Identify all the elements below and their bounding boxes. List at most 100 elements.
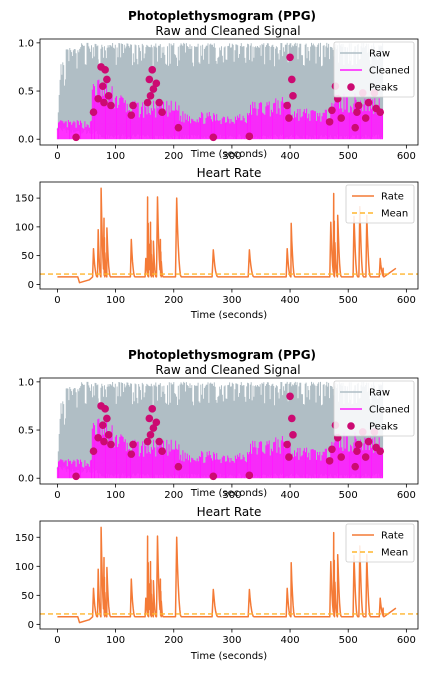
x-tick-label: 0 [54,295,60,306]
y-tick-label: 50 [21,591,34,602]
peak-marker [328,106,336,115]
y-tick-label: 0.0 [18,135,34,146]
signal-panel-2: 0 100 200 300 400 500 600 0.0 0.5 1.0 Raw Cleaned Pe… [18,377,419,501]
legend-rate-label: Rate [381,192,404,203]
peak-marker [72,133,80,142]
peak-marker [174,123,183,132]
peak-marker [149,424,158,432]
peak-marker [286,392,294,401]
x-tick-label: 200 [164,490,183,501]
rate-line [57,526,397,624]
figure-1-suptitle: Photoplethysmogram (PPG) [128,9,316,23]
peak-marker [283,440,291,449]
peak-marker [289,92,297,100]
peak-marker [364,437,373,446]
peak-marker [104,92,113,100]
peak-marker [100,98,108,107]
peak-marker [146,431,155,439]
figure-1-signal-title: Raw and Cleaned Signal [155,24,300,38]
plot-frame [39,377,419,485]
peak-marker [209,133,218,142]
x-tick-label: 600 [397,151,416,162]
peak-marker [148,405,157,413]
peak-marker [353,108,361,117]
y-tick-label: 100 [15,222,34,233]
peak-marker [351,123,359,132]
figure-1-signal-xlabel: Time (seconds) [190,149,267,160]
peak-marker [283,101,291,110]
peak-marker [94,433,102,442]
legend-cleaned-label: Cleaned [369,405,410,416]
peak-marker [361,453,370,461]
y-tick-label: 0.5 [18,87,34,98]
peak-marker [245,471,254,480]
y-tick-label: 150 [15,194,34,205]
y-tick-label: 0.5 [18,426,34,437]
legend-box [333,41,415,98]
x-tick-label: 400 [281,295,300,306]
peak-marker [289,431,297,439]
peak-marker [143,98,152,107]
peak-marker [337,114,346,122]
x-tick-label: 300 [222,295,241,306]
y-tick-label: 0 [28,280,34,291]
peak-marker [354,101,363,110]
x-tick-label: 300 [222,151,241,162]
x-tick-label: 100 [106,490,125,501]
legend-peaks-label: Peaks [369,83,398,94]
peak-marker [103,414,111,423]
plot-frame [39,181,419,290]
signal-panel-1: 0 100 200 300 400 500 600 0.0 0.5 1.0 Raw Cleaned Pe… [18,38,419,162]
x-tick-label: 200 [164,151,183,162]
peak-marker [152,79,161,88]
peak-marker [129,101,137,110]
x-tick-label: 500 [339,295,358,306]
peak-marker [101,66,109,74]
y-tick-label: 1.0 [18,38,34,49]
x-tick-label: 300 [222,635,241,646]
peak-marker [285,114,293,122]
peak-marker [364,98,373,107]
x-tick-label: 500 [339,635,358,646]
legend-cleaned-label: Cleaned [369,66,410,77]
x-tick-label: 500 [339,490,358,501]
peak-marker [325,118,334,126]
legend-raw-label: Raw [369,388,390,399]
peak-marker [288,414,296,423]
peak-marker [100,437,108,446]
x-tick-label: 400 [281,635,300,646]
legend-raw-label: Raw [369,49,390,60]
peak-marker [148,66,157,74]
peak-marker [245,132,254,141]
legend-rate-label: Rate [381,531,404,542]
legend-mean-label: Mean [381,548,408,559]
peak-marker [107,101,115,110]
peak-marker [149,85,158,93]
legend-box [333,380,415,437]
peak-marker [376,447,385,456]
y-tick-label: 50 [21,251,34,262]
rate-panel-1: 0 100 200 300 400 500 600 0 50 100 150 Rate Mean [15,181,419,306]
peak-marker [145,414,154,423]
peak-marker [328,445,336,454]
figure-1: Photoplethysmogram (PPG) Raw and Cleaned… [15,9,419,321]
peak-marker [103,75,111,84]
peak-marker [174,462,183,471]
x-tick-label: 200 [164,635,183,646]
legend-peaks-marker [347,83,355,91]
legend-peaks-label: Peaks [369,422,398,433]
legend-mean-label: Mean [381,209,408,220]
x-tick-label: 600 [397,295,416,306]
y-tick-label: 0 [28,620,34,631]
x-tick-label: 100 [106,635,125,646]
peak-marker [288,75,296,84]
peak-marker [351,462,359,471]
x-tick-label: 0 [54,635,60,646]
peak-marker [94,94,102,103]
y-tick-label: 1.0 [18,377,34,388]
peak-marker [152,418,161,427]
peak-marker [143,437,152,446]
peak-marker [158,447,166,456]
x-tick-label: 200 [164,295,183,306]
